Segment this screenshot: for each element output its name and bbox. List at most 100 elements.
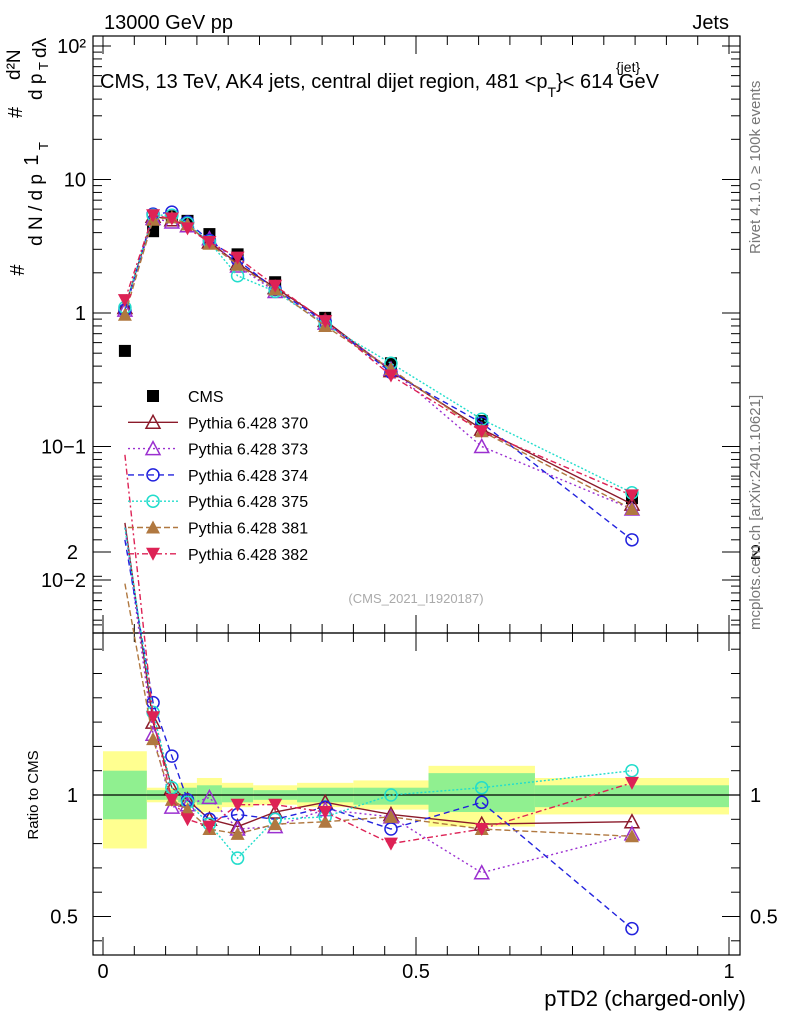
main-point-3-10: [625, 533, 639, 547]
legend-label-0: CMS: [188, 389, 224, 406]
main-point-0-0: [118, 344, 131, 357]
ratio-axis-ticks: 0.5 0.5 1 1 2 2: [50, 478, 778, 942]
y-axis-label-main: 1 # d N / d p T # d p T d²N dλ: [4, 37, 51, 275]
ratio-point-5-2: [164, 793, 179, 807]
ratio-ytick-label: 0.5: [50, 907, 78, 929]
legend-marker-2: [144, 440, 162, 456]
ratio-point-1-2: [163, 798, 181, 814]
main-point-6-2: [164, 212, 179, 226]
ratio-point-4-3: [180, 802, 195, 816]
ratio-point-1-9: [473, 864, 490, 880]
main-series-1: [116, 207, 641, 511]
legend-entry-4: Pythia 6.428 375: [128, 494, 308, 511]
main-point-6-6: [268, 279, 283, 293]
svg-text:1: 1: [21, 154, 43, 165]
jets-label: Jets: [692, 12, 729, 34]
main-ytick-label: 10: [64, 170, 86, 192]
main-point-6-4: [202, 236, 217, 250]
legend-entry-6: Pythia 6.428 382: [128, 547, 308, 564]
ratio-point-3-5: [230, 851, 245, 865]
ratio-ytick-label-right: 1: [750, 785, 761, 807]
legend-label-2: Pythia 6.428 373: [188, 442, 308, 459]
main-ytick-label: 10²: [57, 36, 86, 58]
legend-entry-1: Pythia 6.428 370: [128, 413, 308, 432]
legend-marker-4: [146, 494, 160, 508]
legend: CMS Pythia 6.428 370 Pythia 6.428 373 Pythi…: [128, 389, 308, 564]
xtick-label: 0: [97, 961, 108, 983]
ratio-point-3-8: [384, 788, 398, 802]
svg-text:T: T: [36, 142, 51, 150]
band-inner-10: [534, 785, 729, 808]
legend-label-4: Pythia 6.428 375: [188, 494, 308, 511]
plot-title-sup: {jet}: [616, 59, 640, 75]
svg-text:#: #: [7, 264, 29, 276]
band-inner-9: [428, 773, 535, 813]
main-ytick-label: 1: [75, 303, 86, 325]
main-series-6: [117, 209, 639, 503]
main-point-6-7: [318, 315, 333, 329]
svg-text:T: T: [36, 62, 51, 70]
svg-text:d p: d p: [26, 74, 47, 100]
ratio-series-line-2: [124, 539, 633, 930]
main-point-6-10: [624, 489, 639, 503]
ratio-series-group: [124, 454, 641, 936]
ratio-point-2-10: [625, 921, 639, 936]
ratio-series-line-3: [124, 527, 633, 860]
ratio-ytick-label: 1: [67, 785, 78, 807]
plot-title-tail: }< 614 GeV: [556, 71, 660, 93]
legend-marker-5: [146, 520, 160, 534]
ratio-point-3-9: [474, 780, 489, 795]
ratio-ytick-label-right: 0.5: [750, 907, 778, 929]
main-point-6-0: [117, 294, 132, 308]
svg-text:d N / d p: d N / d p: [26, 174, 47, 246]
ratio-point-4-5: [230, 826, 245, 840]
rivet-version-label: Rivet 4.1.0, ≥ 100k events: [747, 81, 764, 254]
plot-title-main: CMS, 13 TeV, AK4 jets, central dijet reg…: [100, 71, 548, 93]
main-point-6-8: [383, 369, 398, 383]
legend-entry-3: Pythia 6.428 374: [128, 468, 308, 485]
ratio-point-4-10: [624, 829, 639, 843]
ratio-point-2-2: [165, 749, 179, 763]
ratio-point-5-7: [318, 806, 333, 820]
analysis-watermark: (CMS_2021_I1920187): [348, 591, 483, 606]
ratio-series-4: [124, 583, 639, 843]
main-series-line-3: [124, 211, 633, 541]
ratio-point-5-1: [146, 711, 161, 725]
ratio-point-2-8: [384, 822, 398, 836]
main-ytick-label: 10−2: [41, 570, 86, 592]
ratio-point-5-10: [624, 776, 639, 790]
legend-label-5: Pythia 6.428 381: [188, 521, 308, 538]
ratio-point-3-10: [625, 763, 639, 778]
ratio-point-5-5: [230, 798, 245, 812]
main-point-6-1: [146, 209, 161, 223]
x-axis-label: pTD2 (charged-only): [544, 986, 746, 1011]
ratio-point-5-3: [180, 813, 195, 827]
main-point-6-9: [474, 425, 489, 439]
legend-entry-0: CMS: [147, 389, 224, 406]
ratio-ytick-label: 2: [67, 542, 78, 564]
legend-entry-5: Pythia 6.428 381: [128, 520, 308, 538]
svg-text:#: #: [5, 106, 27, 118]
ratio-point-5-9: [474, 823, 489, 837]
x-axis-ticks: 0 0.5 1: [97, 36, 735, 983]
main-point-6-3: [180, 222, 195, 236]
main-point-6-5: [230, 251, 245, 265]
mcplots-label: mcplots.cern.ch [arXiv:2401.10621]: [747, 395, 764, 630]
svg-text:d²N: d²N: [4, 49, 25, 80]
ratio-point-4-1: [146, 732, 161, 746]
ratio-point-2-9: [474, 795, 489, 810]
legend-marker-3: [146, 468, 160, 482]
main-panel-frame: [92, 35, 741, 634]
legend-label-3: Pythia 6.428 374: [188, 468, 308, 485]
band-inner-8: [353, 787, 429, 805]
main-point-5-10: [624, 502, 639, 516]
ratio-ytick-label-right: 2: [750, 542, 761, 564]
ratio-point-5-8: [383, 837, 398, 851]
plot-title: CMS, 13 TeV, AK4 jets, central dijet reg…: [100, 71, 660, 100]
svg-text:dλ: dλ: [30, 37, 51, 58]
xtick-label: 0.5: [402, 961, 430, 983]
ratio-point-4-7: [318, 814, 333, 828]
legend-marker-0: [147, 390, 159, 402]
ratio-series-line-0: [124, 522, 632, 828]
